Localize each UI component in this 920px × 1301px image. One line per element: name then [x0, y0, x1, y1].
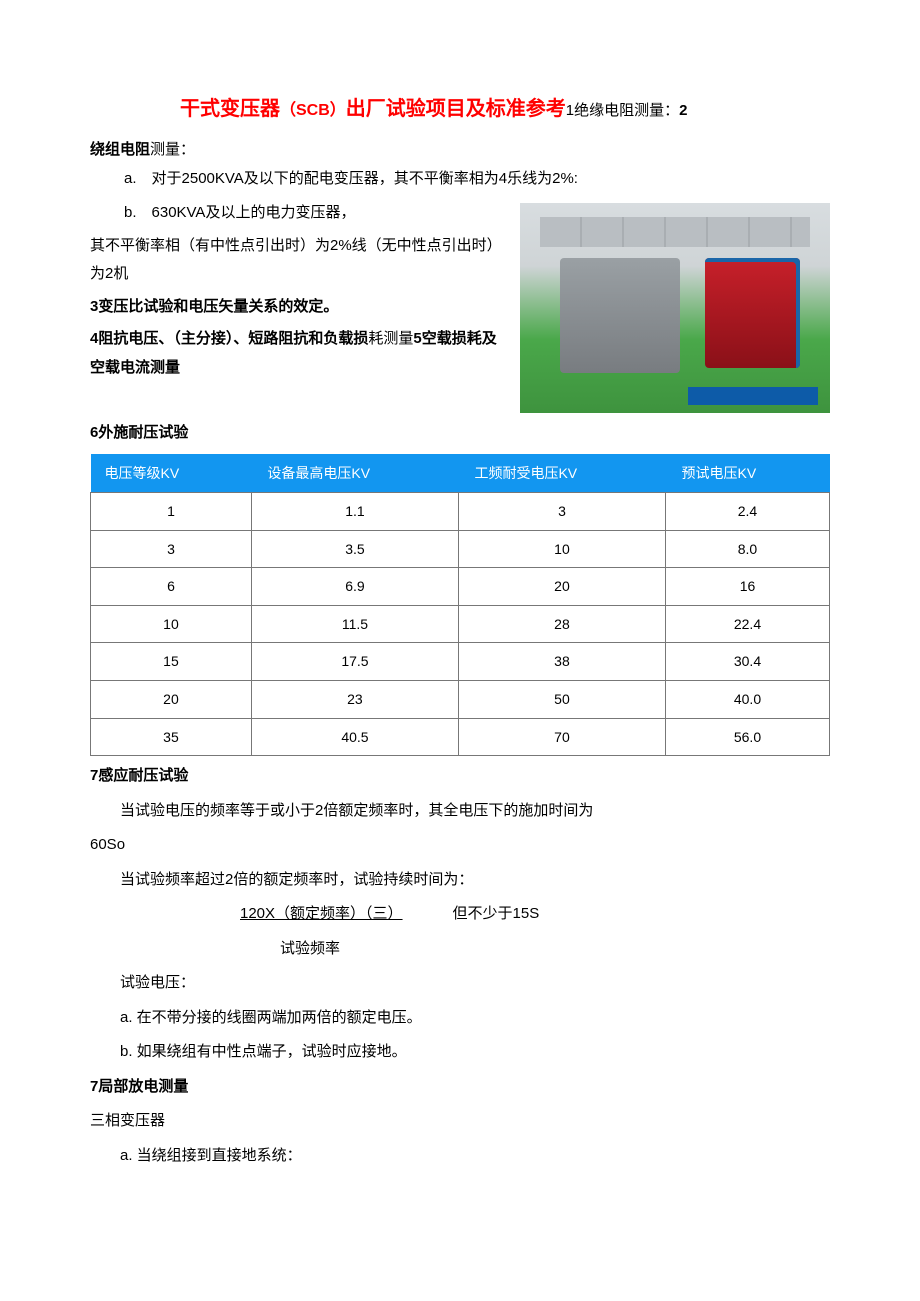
table-row: 66.92016: [91, 568, 830, 606]
cell: 8.0: [665, 530, 829, 568]
cell: 50: [458, 681, 665, 719]
para-7-b: b. 如果绕组有中性点端子，试验时应接地。: [90, 1038, 830, 1067]
section-4b: 耗测量: [368, 330, 413, 347]
photo-top-row: [540, 217, 810, 247]
voltage-table: 电压等级KV 设备最高电压KV 工频耐受电压KV 预试电压KV 11.132.4…: [90, 454, 830, 757]
cell: 28: [458, 605, 665, 643]
cell: 22.4: [665, 605, 829, 643]
title-tail-1: 1绝缘电阻: [566, 102, 634, 119]
para-test-voltage: 试验电压：: [90, 969, 830, 998]
section-4-5: 4阻抗电压、（主分接）、短路阻抗和负载损耗测量5空载损耗及空载电流测量: [90, 325, 508, 382]
section-7b: 7局部放电测量: [90, 1073, 830, 1102]
cell: 6.9: [251, 568, 458, 606]
title-scb: （SCB）: [280, 102, 346, 119]
para-7-2: 当试验频率超过2倍的额定频率时，试验持续时间为：: [90, 866, 830, 895]
section-4a: 4阻抗电压、（主分接）、短路阻抗和负载损: [90, 330, 368, 347]
winding-heading: 绕组电阻测量：: [90, 136, 830, 165]
cell: 40.5: [251, 718, 458, 756]
table-row: 3540.57056.0: [91, 718, 830, 756]
cell: 10: [458, 530, 665, 568]
document-title-line: 干式变压器（SCB）出厂试验项目及标准参考1绝缘电阻测量：2: [90, 90, 830, 128]
cell: 3: [91, 530, 252, 568]
cell: 20: [458, 568, 665, 606]
table-row: 11.132.4: [91, 493, 830, 531]
cell: 70: [458, 718, 665, 756]
col-voltage-level: 电压等级KV: [91, 454, 252, 493]
cell: 35: [91, 718, 252, 756]
winding-head-tail: 测量：: [150, 141, 195, 158]
winding-head-bold: 绕组电阻: [90, 141, 150, 158]
cell: 56.0: [665, 718, 829, 756]
para-7b-1: 三相变压器: [90, 1107, 830, 1136]
cell: 16: [665, 568, 829, 606]
content-row: b. 630KVA及以上的电力变压器， 其不平衡率相（有中性点引出时）为2%线（…: [90, 199, 830, 413]
formula-tail: 但不少于15S: [453, 905, 540, 922]
cell: 10: [91, 605, 252, 643]
cell: 23: [251, 681, 458, 719]
table-row: 1011.52822.4: [91, 605, 830, 643]
formula-sub: 试验频率: [280, 935, 830, 964]
formula-line: 120X（额定频率）（三） 但不少于15S: [240, 900, 830, 929]
cell: 3.5: [251, 530, 458, 568]
title-tail-1b: 测量：: [634, 102, 679, 119]
voltage-table-wrap: 电压等级KV 设备最高电压KV 工频耐受电压KV 预试电压KV 11.132.4…: [90, 454, 830, 757]
table-row: 1517.53830.4: [91, 643, 830, 681]
list-item-b-lead: b. 630KVA及以上的电力变压器，: [124, 199, 508, 228]
cell: 38: [458, 643, 665, 681]
cell: 30.4: [665, 643, 829, 681]
title-main-a: 干式变压器: [180, 98, 280, 120]
photo-stand: [688, 387, 818, 405]
cell: 11.5: [251, 605, 458, 643]
cell: 6: [91, 568, 252, 606]
title-tail-2: 2: [679, 102, 687, 119]
para-7b-a: a. 当绕组接到直接地系统：: [90, 1142, 830, 1171]
para-7-a: a. 在不带分接的线圈两端加两倍的额定电压。: [90, 1004, 830, 1033]
cell: 20: [91, 681, 252, 719]
cell: 2.4: [665, 493, 829, 531]
cell: 40.0: [665, 681, 829, 719]
cell: 3: [458, 493, 665, 531]
section-7a: 7感应耐压试验: [90, 762, 830, 791]
table-header-row: 电压等级KV 设备最高电压KV 工频耐受电压KV 预试电压KV: [91, 454, 830, 493]
title-main-b: 出厂试验项目及标准参考: [346, 98, 566, 120]
cell: 15: [91, 643, 252, 681]
content-left: b. 630KVA及以上的电力变压器， 其不平衡率相（有中性点引出时）为2%线（…: [90, 199, 508, 386]
col-pretest-voltage: 预试电压KV: [665, 454, 829, 493]
cell: 1.1: [251, 493, 458, 531]
transformer-photo: [520, 203, 830, 413]
para-7-1: 当试验电压的频率等于或小于2倍额定频率时，其全电压下的施加时间为: [90, 797, 830, 826]
col-max-voltage: 设备最高电压KV: [251, 454, 458, 493]
cell: 17.5: [251, 643, 458, 681]
list-item-b-p1: 其不平衡率相（有中性点引出时）为2%线（无中性点引出时）为2机: [90, 232, 508, 289]
formula-underline: 120X（额定频率）（三）: [240, 905, 403, 922]
cell: 1: [91, 493, 252, 531]
section-3: 3变压比试验和电压矢量关系的效定。: [90, 293, 508, 322]
table-row: 20235040.0: [91, 681, 830, 719]
para-7-1b: 60So: [90, 831, 830, 860]
col-withstand-voltage: 工频耐受电压KV: [458, 454, 665, 493]
table-row: 33.5108.0: [91, 530, 830, 568]
section-6: 6外施耐压试验: [90, 419, 830, 448]
list-item-a: a. 对于2500KVA及以下的配电变压器，其不平衡率相为4乐线为2%:: [124, 165, 830, 194]
